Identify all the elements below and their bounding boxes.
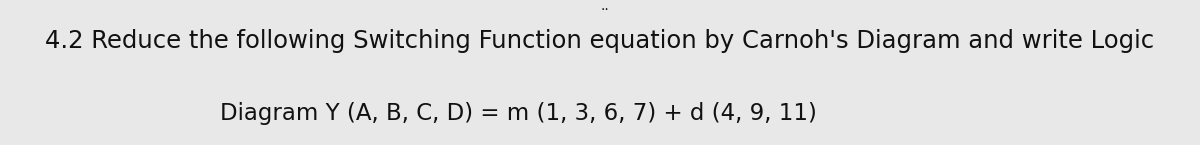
Text: 4.2 Reduce the following Switching Function equation by Carnoh's Diagram and wri: 4.2 Reduce the following Switching Funct… <box>46 29 1154 53</box>
Text: ··: ·· <box>601 3 610 17</box>
Text: Diagram Y (A, B, C, D) = m (1, 3, 6, 7) + d (4, 9, 11): Diagram Y (A, B, C, D) = m (1, 3, 6, 7) … <box>220 102 817 125</box>
